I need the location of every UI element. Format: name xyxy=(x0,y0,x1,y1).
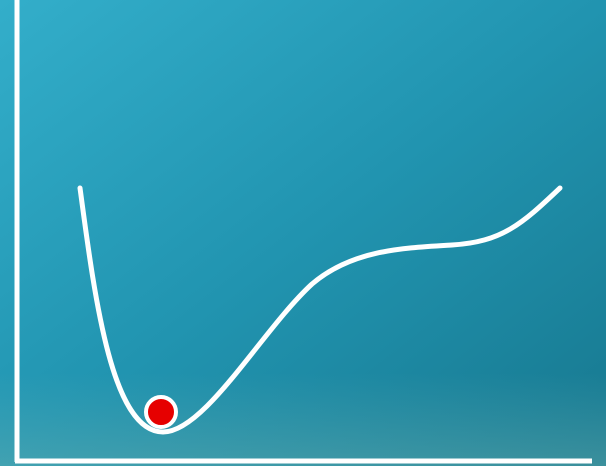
ball xyxy=(144,395,178,429)
potential-curve xyxy=(77,185,563,435)
